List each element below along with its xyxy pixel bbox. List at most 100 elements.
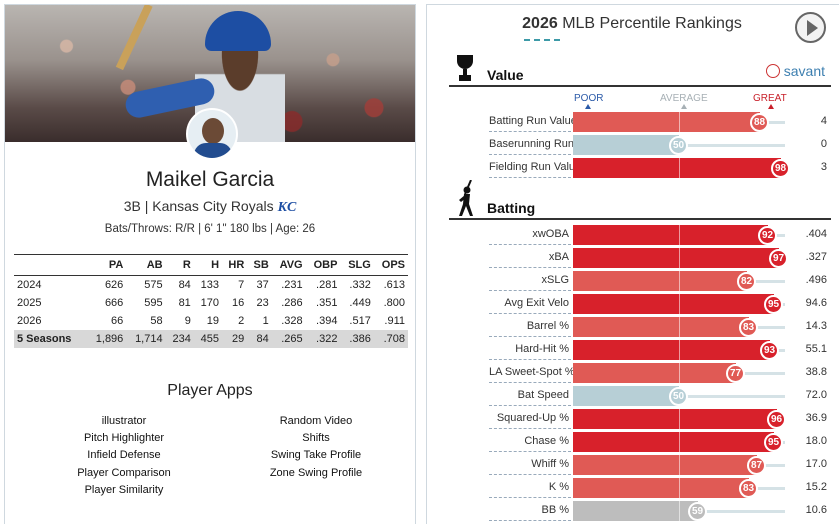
stats-col-header: AVG [271, 254, 306, 276]
percentile-row[interactable]: xSLG 82 .496 [489, 271, 829, 291]
metric-label[interactable]: K % [548, 481, 569, 493]
percentile-row[interactable]: Baserunning Run Value 50 0 [489, 135, 829, 155]
stats-total-cell: 84 [247, 330, 272, 348]
percentile-row[interactable]: Squared-Up % 96 36.9 [489, 409, 829, 429]
metric-label[interactable]: xSLG [541, 274, 569, 286]
metric-label[interactable]: BB % [541, 504, 569, 516]
percentile-row[interactable]: Hard-Hit % 93 55.1 [489, 340, 829, 360]
scale-average-label: AVERAGE [660, 93, 708, 104]
player-app-link[interactable]: Player Comparison [77, 466, 171, 479]
metric-value: 18.0 [805, 435, 827, 447]
player-app-link[interactable]: Player Similarity [84, 483, 164, 496]
stats-cell: .613 [383, 279, 405, 291]
average-line [679, 225, 680, 245]
stats-total-row: 5 Seasons 1,896 1,714 234 455 29 84.265.322.38… [14, 330, 408, 348]
stats-row: 2026 66 58 9 19 2 1 .328 .394 .517 .911 [14, 312, 408, 330]
player-app-link[interactable]: Infield Defense [87, 449, 161, 462]
percentile-bar [573, 455, 757, 475]
rankings-title-year: 2026 [522, 15, 558, 32]
metric-divider [489, 177, 571, 178]
metric-value: 10.6 [805, 504, 827, 516]
avatar-face [202, 118, 224, 144]
percentile-row[interactable]: Bat Speed 50 72.0 [489, 386, 829, 406]
metric-value: .327 [805, 251, 827, 263]
percentile-badge: 92 [758, 226, 777, 245]
percentile-bar [573, 317, 749, 337]
stats-table: PA AB R H HR SB AVG OBP SLG OPS 2024 626 575 84 133 7 3… [14, 254, 408, 348]
percentile-badge: 82 [737, 272, 756, 291]
percentile-badge: 87 [747, 456, 766, 475]
metric-label[interactable]: Avg Exit Velo [504, 297, 569, 309]
percentile-badge: 98 [771, 159, 790, 178]
metric-label[interactable]: Chase % [524, 435, 569, 447]
stats-col-header: AB [126, 254, 166, 276]
percentile-bar [573, 478, 749, 498]
metric-label[interactable]: Bat Speed [517, 389, 569, 401]
percentile-badge: 95 [764, 295, 783, 314]
stats-cell: .800 [383, 297, 405, 309]
play-icon[interactable] [795, 12, 826, 43]
player-app-link[interactable]: Swing Take Profile [270, 449, 362, 462]
average-line [679, 112, 680, 132]
player-app-link[interactable]: Pitch Highlighter [83, 432, 165, 445]
metric-label[interactable]: Whiff % [531, 458, 569, 470]
percentile-row[interactable]: xwOBA 92 .404 [489, 225, 829, 245]
stats-col-header: OPS [373, 254, 408, 276]
metric-value: 17.0 [805, 458, 827, 470]
metric-label[interactable]: Batting Run Value [489, 115, 577, 127]
stats-col-header [14, 254, 87, 276]
percentile-row[interactable]: Batting Run Value 88 4 [489, 112, 829, 132]
metric-label[interactable]: Squared-Up % [496, 412, 569, 424]
percentile-row[interactable]: Barrel % 83 14.3 [489, 317, 829, 337]
stats-total-cell: 29 [222, 330, 248, 348]
metric-divider [489, 382, 571, 383]
baseball-icon [765, 64, 780, 78]
scale-poor-label: POOR [574, 93, 604, 104]
average-line [679, 271, 680, 291]
metric-label[interactable]: Baserunning Run Value [489, 138, 605, 150]
stats-cell: .286 [281, 297, 303, 309]
stats-cell: 37 [256, 279, 269, 291]
percentile-badge: 50 [669, 387, 688, 406]
stats-total-cell: .265 [271, 330, 306, 348]
metric-divider [489, 290, 571, 291]
percentile-row[interactable]: Avg Exit Velo 95 94.6 [489, 294, 829, 314]
percentile-row[interactable]: LA Sweet-Spot % 77 38.8 [489, 363, 829, 383]
avatar-body [194, 143, 232, 158]
percentile-row[interactable]: BB % 59 10.6 [489, 501, 829, 521]
percentile-row[interactable]: Whiff % 87 17.0 [489, 455, 829, 475]
percentile-bar [573, 135, 679, 155]
player-apps-right: Random Video Shifts Swing Take Profile Zone… [226, 413, 406, 482]
savant-link[interactable]: savant [765, 63, 825, 79]
stats-season: 2025 [17, 297, 42, 309]
stats-total-cell: 455 [193, 330, 223, 348]
player-app-link[interactable]: illustrator [101, 415, 147, 427]
metric-value: 38.8 [805, 366, 827, 378]
stats-cell: .911 [384, 315, 405, 327]
metric-label[interactable]: Barrel % [526, 320, 569, 332]
metric-label[interactable]: LA Sweet-Spot % [489, 366, 575, 378]
stats-cell: .517 [349, 315, 371, 327]
year-underline[interactable] [524, 39, 560, 41]
metric-label[interactable]: xwOBA [532, 228, 569, 240]
stats-cell: 170 [200, 297, 220, 309]
metric-label[interactable]: Hard-Hit % [515, 343, 569, 355]
stats-row: 2024 626 575 84 133 7 37 .231 .281 .332 .613 [14, 276, 408, 295]
player-app-link[interactable]: Zone Swing Profile [269, 466, 363, 479]
percentile-bar [573, 271, 747, 291]
stats-header-row: PA AB R H HR SB AVG OBP SLG OPS [14, 254, 408, 276]
metric-value: 72.0 [805, 389, 827, 401]
section-value-label: Value [487, 67, 524, 83]
team-logo[interactable]: KC [277, 200, 297, 215]
average-line [679, 158, 680, 178]
metric-label[interactable]: Fielding Run Value [489, 161, 582, 173]
percentile-row[interactable]: Fielding Run Value 98 3 [489, 158, 829, 178]
player-app-link[interactable]: Shifts [302, 432, 330, 445]
percentile-row[interactable]: Chase % 95 18.0 [489, 432, 829, 452]
metric-divider [489, 154, 571, 155]
metric-label[interactable]: xBA [548, 251, 569, 263]
player-card: Maikel Garcia 3B | Kansas City Royals KC … [4, 4, 416, 524]
player-app-link[interactable]: Random Video [279, 415, 353, 427]
percentile-row[interactable]: K % 83 15.2 [489, 478, 829, 498]
percentile-row[interactable]: xBA 97 .327 [489, 248, 829, 268]
